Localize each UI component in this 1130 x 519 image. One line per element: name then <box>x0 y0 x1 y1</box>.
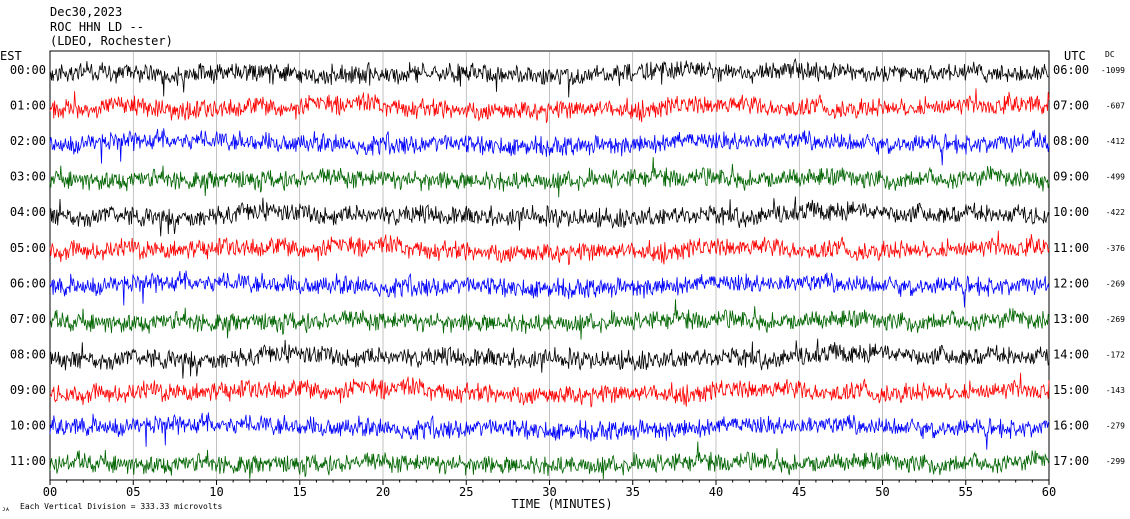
dc-offset-label: -607 <box>1106 102 1125 111</box>
x-tick-label: 25 <box>459 485 473 499</box>
x-tick-label: 15 <box>293 485 307 499</box>
corner-mark: ᴊᴀ <box>2 506 10 513</box>
utc-row-label: 14:00 <box>1053 347 1089 361</box>
trace-line <box>49 88 1050 124</box>
trace-line <box>49 57 1050 98</box>
utc-row-label: 15:00 <box>1053 383 1089 397</box>
chart-network: (LDEO, Rochester) <box>50 34 173 48</box>
est-row-label: 02:00 <box>10 134 46 148</box>
utc-row-label: 16:00 <box>1053 419 1089 433</box>
utc-row-label: 13:00 <box>1053 312 1089 326</box>
dc-offset-label: -143 <box>1106 386 1125 395</box>
x-tick-label: 10 <box>209 485 223 499</box>
trace-line <box>49 412 1050 450</box>
x-tick-label: 35 <box>626 485 640 499</box>
est-row-label: 10:00 <box>10 419 46 433</box>
est-row-label: 09:00 <box>10 383 46 397</box>
chart-date: Dec30,2023 <box>50 5 122 19</box>
utc-row-label: 08:00 <box>1053 134 1089 148</box>
utc-row-label: 10:00 <box>1053 205 1089 219</box>
trace-line <box>49 196 1050 237</box>
dc-offset-label: -299 <box>1106 457 1125 466</box>
est-row-label: 08:00 <box>10 347 46 361</box>
est-row-label: 04:00 <box>10 205 46 219</box>
x-tick-label: 00 <box>43 485 57 499</box>
est-row-labels: 00:00 01:00 02:00 03:00 04:00 05:00 06:00 07:00… <box>10 63 46 468</box>
est-row-label: 00:00 <box>10 63 46 77</box>
right-zone-label: UTC <box>1064 49 1086 63</box>
utc-row-labels: 06:00 07:00 08:00 09:00 10:00 11:00 12:00 13:00… <box>1053 63 1089 468</box>
est-row-label: 01:00 <box>10 99 46 113</box>
dc-offset-label: -499 <box>1106 173 1125 182</box>
est-row-label: 11:00 <box>10 454 46 468</box>
x-tick-label: 60 <box>1042 485 1056 499</box>
x-tick-label: 50 <box>875 485 889 499</box>
dc-offset-label: -412 <box>1106 137 1125 146</box>
x-tick-label: 40 <box>709 485 723 499</box>
utc-row-label: 07:00 <box>1053 99 1089 113</box>
dc-offset-label: -279 <box>1106 422 1125 431</box>
est-row-label: 07:00 <box>10 312 46 326</box>
trace-line <box>49 230 1050 266</box>
dc-offset-label: -422 <box>1106 208 1125 217</box>
scale-footer: Each Vertical Division = 333.33 microvol… <box>20 502 222 511</box>
trace-line <box>49 157 1050 198</box>
utc-row-label: 09:00 <box>1053 170 1089 184</box>
utc-row-label: 17:00 <box>1053 454 1089 468</box>
x-tick-label: 05 <box>126 485 140 499</box>
dc-offset-label: -269 <box>1106 279 1125 288</box>
utc-row-label: 11:00 <box>1053 241 1089 255</box>
trace-line <box>49 270 1050 308</box>
trace-line <box>50 299 1050 340</box>
x-tick-label: 55 <box>959 485 973 499</box>
dc-offset-labels: -1099 -607 -412 -499 -422 -376 -269 -269 -172 -14… <box>1101 66 1125 466</box>
dc-offset-label: -172 <box>1106 350 1125 359</box>
chart-header: Dec30,2023 ROC HHN LD -- (LDEO, Rocheste… <box>0 5 1115 63</box>
est-row-label: 05:00 <box>10 241 46 255</box>
seismic-traces <box>49 57 1050 480</box>
x-tick-label: 45 <box>792 485 806 499</box>
left-zone-label: EST <box>0 49 22 63</box>
dc-offset-label: -269 <box>1106 315 1125 324</box>
dc-offset-label: -1099 <box>1101 66 1125 75</box>
x-axis-label: TIME (MINUTES) <box>511 497 612 511</box>
dc-offset-label: -376 <box>1106 244 1125 253</box>
trace-line <box>49 338 1050 379</box>
trace-line <box>49 441 1050 480</box>
x-tick-label: 30 <box>542 485 556 499</box>
est-row-label: 03:00 <box>10 170 46 184</box>
chart-station: ROC HHN LD -- <box>50 20 144 34</box>
x-tick-label: 20 <box>376 485 390 499</box>
utc-row-label: 12:00 <box>1053 276 1089 290</box>
minute-grid <box>132 51 967 480</box>
utc-row-label: 06:00 <box>1053 63 1089 77</box>
dc-header-label: DC <box>1105 50 1115 59</box>
est-row-label: 06:00 <box>10 276 46 290</box>
trace-line <box>49 372 1050 408</box>
x-axis-ticks: 00 05 10 15 20 25 30 35 40 45 50 55 60 <box>43 480 1056 499</box>
trace-line <box>49 128 1050 166</box>
